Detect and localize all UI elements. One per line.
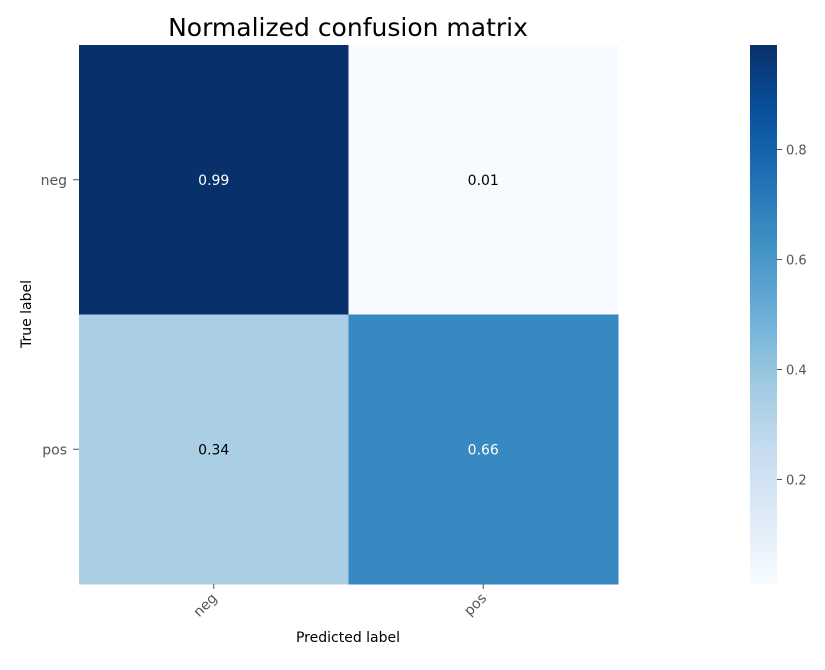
colorbar-tick-label: 0.6: [786, 254, 807, 269]
y-tick-label: pos: [42, 442, 67, 458]
cell-value-label: 0.01: [468, 173, 499, 189]
cell-value-label: 0.66: [468, 442, 499, 458]
y-tick-labels: neg pos: [41, 173, 79, 458]
x-axis-label: Predicted label: [296, 630, 400, 646]
colorbar-tick-label: 0.8: [786, 144, 807, 159]
chart-title: Normalized confusion matrix: [168, 13, 528, 42]
heatmap-cell: [348, 314, 619, 585]
y-tick-label: neg: [41, 173, 67, 189]
colorbar: 0.2 0.4 0.6 0.8: [750, 45, 807, 584]
colorbar-tick-label: 0.4: [786, 364, 807, 379]
x-tick-label: neg: [191, 591, 221, 621]
x-tick-label: pos: [461, 591, 490, 620]
heatmap-cell: [79, 314, 349, 585]
y-axis-label: True label: [19, 280, 35, 349]
heatmap-cell: [348, 45, 619, 315]
heatmap-cell: [79, 45, 349, 315]
colorbar-gradient: [750, 45, 777, 584]
colorbar-tick-label: 0.2: [786, 474, 807, 489]
heatmap-cells: 0.99 0.01 0.34 0.66: [79, 45, 619, 585]
cell-value-label: 0.99: [198, 173, 229, 189]
x-tick-labels: neg pos: [191, 584, 490, 620]
cell-value-label: 0.34: [198, 442, 229, 458]
